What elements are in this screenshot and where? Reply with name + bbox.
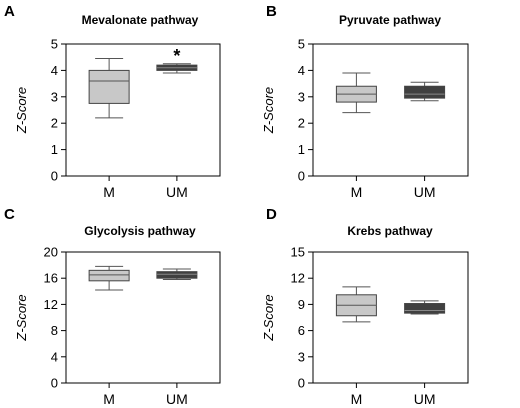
y-axis-label: Z-Score bbox=[14, 294, 29, 341]
x-tick-label: M bbox=[351, 391, 363, 407]
y-tick-label: 3 bbox=[51, 89, 58, 104]
plot-frame bbox=[65, 43, 221, 177]
y-tick-label: 4 bbox=[51, 63, 58, 78]
box-body bbox=[88, 69, 130, 104]
y-tick-label: 0 bbox=[298, 169, 305, 184]
y-axis-label: Z-Score bbox=[261, 294, 276, 341]
box-um bbox=[404, 81, 446, 102]
chart-title: Mevalonate pathway bbox=[82, 13, 199, 27]
box-body bbox=[404, 85, 446, 99]
x-tick-label: M bbox=[351, 184, 363, 200]
box-m bbox=[88, 265, 130, 291]
y-tick-label: 0 bbox=[51, 376, 58, 391]
box-body bbox=[156, 271, 198, 279]
y-tick-label: 20 bbox=[44, 245, 58, 260]
x-tick-label: UM bbox=[166, 391, 188, 407]
y-tick-label: 4 bbox=[51, 349, 58, 364]
panel-letter: C bbox=[4, 206, 15, 223]
chart-panel-a: A Mevalonate pathway 0 1 2 3 4 5 Z-Score M UM * bbox=[4, 3, 221, 200]
panel-letter: A bbox=[4, 3, 15, 20]
chart-panel-c: C Glycolysis pathway 0 4 8 12 16 20 Z-Score M UM bbox=[4, 206, 221, 407]
chart-panel-d: D Krebs pathway 0 3 6 9 12 15 Z-Score M UM bbox=[261, 206, 469, 407]
y-tick-label: 9 bbox=[298, 297, 305, 312]
y-tick-label: 3 bbox=[298, 349, 305, 364]
significance-marker: * bbox=[173, 46, 180, 66]
y-tick-label: 5 bbox=[298, 37, 305, 52]
y-tick-label: 12 bbox=[44, 297, 58, 312]
panel-letter: B bbox=[266, 3, 277, 20]
y-axis-label: Z-Score bbox=[261, 87, 276, 134]
chart-title: Pyruvate pathway bbox=[339, 13, 441, 27]
y-tick-label: 15 bbox=[291, 245, 305, 260]
y-tick-label: 0 bbox=[298, 376, 305, 391]
x-tick-label: UM bbox=[414, 391, 436, 407]
plot-frame bbox=[312, 251, 469, 384]
chart-title: Krebs pathway bbox=[347, 224, 433, 238]
chart-title: Glycolysis pathway bbox=[84, 224, 196, 238]
box-m bbox=[335, 72, 377, 114]
y-tick-label: 2 bbox=[51, 116, 58, 131]
chart-panel-b: B Pyruvate pathway 0 1 2 3 4 5 Z-Score M UM bbox=[261, 3, 469, 200]
x-tick-label: M bbox=[103, 184, 115, 200]
box-m bbox=[88, 58, 130, 119]
box-um bbox=[404, 300, 446, 315]
x-tick-label: M bbox=[103, 391, 115, 407]
y-tick-label: 8 bbox=[51, 323, 58, 338]
y-tick-label: 1 bbox=[298, 142, 305, 157]
x-tick-label: UM bbox=[414, 184, 436, 200]
plot-frame bbox=[65, 251, 221, 384]
x-tick-label: UM bbox=[166, 184, 188, 200]
y-axis-label: Z-Score bbox=[14, 87, 29, 134]
y-tick-label: 1 bbox=[51, 142, 58, 157]
box-body bbox=[404, 303, 446, 314]
y-tick-label: 4 bbox=[298, 63, 305, 78]
plot-frame bbox=[312, 43, 469, 177]
box-body bbox=[88, 269, 130, 282]
y-tick-label: 6 bbox=[298, 323, 305, 338]
box-um bbox=[156, 63, 198, 74]
y-tick-label: 12 bbox=[291, 271, 305, 286]
y-tick-label: 16 bbox=[44, 271, 58, 286]
box-um bbox=[156, 268, 198, 281]
y-tick-label: 0 bbox=[51, 169, 58, 184]
y-tick-label: 5 bbox=[51, 37, 58, 52]
y-tick-label: 2 bbox=[298, 116, 305, 131]
panel-letter: D bbox=[266, 206, 277, 223]
box-m bbox=[335, 286, 377, 323]
y-tick-label: 3 bbox=[298, 89, 305, 104]
